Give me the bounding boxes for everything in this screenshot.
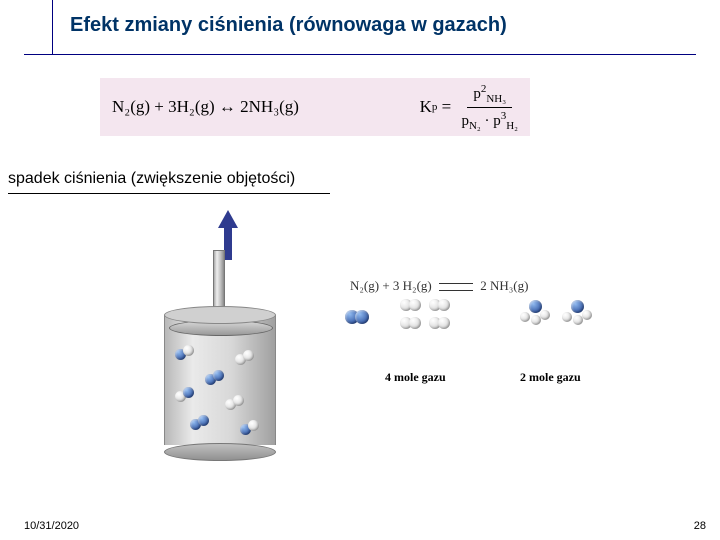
molecule (225, 395, 247, 413)
numerator: p2NH₃ (467, 83, 512, 108)
label-2-moles: 2 mole gazu (520, 370, 581, 385)
rxn-right: 2 NH₃(g) (480, 278, 528, 293)
molecule (190, 415, 212, 433)
molecule (205, 370, 227, 388)
molecule (175, 345, 197, 363)
molecule (235, 350, 257, 368)
reaction-scheme: N₂(g) + 3 H₂(g) 2 NH₃(g) (350, 278, 528, 294)
cylinder-body (164, 315, 276, 445)
footer-date: 10/31/2020 (24, 520, 79, 532)
title-horizontal-rule (24, 54, 696, 55)
equation-box: N₂(g) + 3H₂(g) ↔ 2NH₃(g) Kp = p2NH₃ pN₂ … (100, 78, 530, 136)
kp-expression: Kp = p2NH₃ pN₂ · p3H₂ (420, 83, 518, 132)
slide-title: Efekt zmiany ciśnienia (równowaga w gaza… (70, 14, 507, 37)
molecule (240, 420, 262, 438)
section-label: spadek ciśnienia (zwiększenie objętości) (8, 170, 295, 188)
cylinder (164, 315, 276, 455)
kp-label: K (420, 97, 432, 117)
diagram-area: N₂(g) + 3 H₂(g) 2 NH₃(g) (120, 210, 600, 470)
n2-molecule-icon (345, 310, 369, 329)
label-4-moles: 4 mole gazu (385, 370, 446, 385)
section-underline (8, 193, 330, 194)
nh3-molecules-icon (520, 300, 592, 331)
equals: = (437, 97, 455, 117)
h2-molecules-icon (400, 298, 450, 332)
fraction: p2NH₃ pN₂ · p3H₂ (461, 83, 518, 132)
cylinder-top-rim (164, 306, 276, 324)
molecule (175, 387, 197, 405)
reaction-equation: N₂(g) + 3H₂(g) ↔ 2NH₃(g) (112, 97, 299, 117)
footer-page-number: 28 (694, 520, 706, 532)
title-vertical-rule (52, 0, 53, 54)
rxn-left: N₂(g) + 3 H₂(g) (350, 278, 432, 293)
denominator: pN₂ · p3H₂ (461, 108, 518, 132)
cylinder-bottom (164, 443, 276, 461)
equilibrium-arrow-icon (435, 282, 477, 292)
